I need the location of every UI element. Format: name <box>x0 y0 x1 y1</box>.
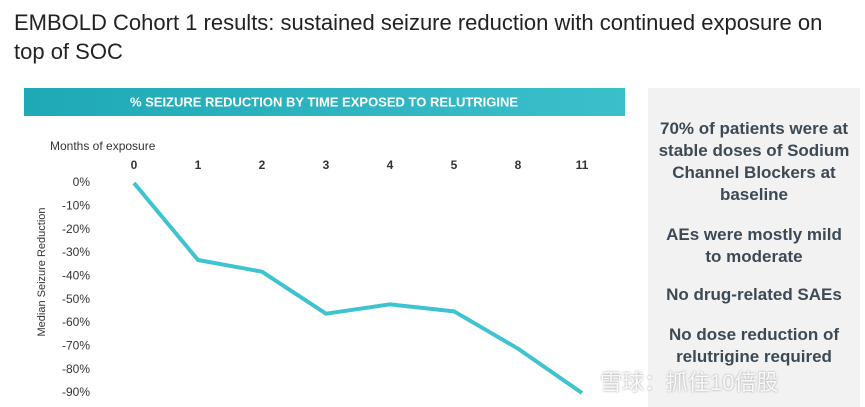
x-tick-label: 1 <box>195 158 202 172</box>
y-tick-label: -70% <box>62 339 90 353</box>
x-tick-label: 5 <box>451 158 458 172</box>
chart: % SEIZURE REDUCTION BY TIME EXPOSED TO R… <box>24 88 625 399</box>
x-tick-label: 4 <box>387 158 394 172</box>
chart-title: % SEIZURE REDUCTION BY TIME EXPOSED TO R… <box>130 94 518 109</box>
side-note: No drug-related SAEs <box>666 285 842 304</box>
x-tick-label: 0 <box>131 158 138 172</box>
y-tick-label: -60% <box>62 315 90 329</box>
x-tick-label: 11 <box>576 158 589 172</box>
y-tick-label: -30% <box>62 245 90 259</box>
chart-banner <box>24 88 625 116</box>
side-note: 70% of patients were at stable doses of … <box>658 119 850 204</box>
side-note: No dose reduction of relutrigine require… <box>669 325 839 366</box>
x-tick-label: 3 <box>323 158 330 172</box>
watermark: 雪球：抓住10倍股 <box>600 370 779 395</box>
y-axis-label: Median Seizure Reduction <box>36 207 48 336</box>
y-tick-label: -20% <box>62 222 90 236</box>
y-tick-label: -50% <box>62 292 90 306</box>
x-tick-label: 2 <box>259 158 266 172</box>
y-tick-label: 0% <box>73 175 91 189</box>
y-tick-label: -10% <box>62 199 90 213</box>
x-axis-label: Months of exposure <box>50 139 156 153</box>
y-tick-label: -40% <box>62 269 90 283</box>
side-panel: 70% of patients were at stable doses of … <box>648 88 860 407</box>
page-title: EMBOLD Cohort 1 results: sustained seizu… <box>14 10 823 64</box>
data-line <box>132 181 584 395</box>
y-tick-label: -80% <box>62 362 90 376</box>
side-note: AEs were mostly mild to moderate <box>666 225 842 266</box>
x-tick-label: 8 <box>515 158 522 172</box>
y-tick-label: -90% <box>62 385 90 399</box>
